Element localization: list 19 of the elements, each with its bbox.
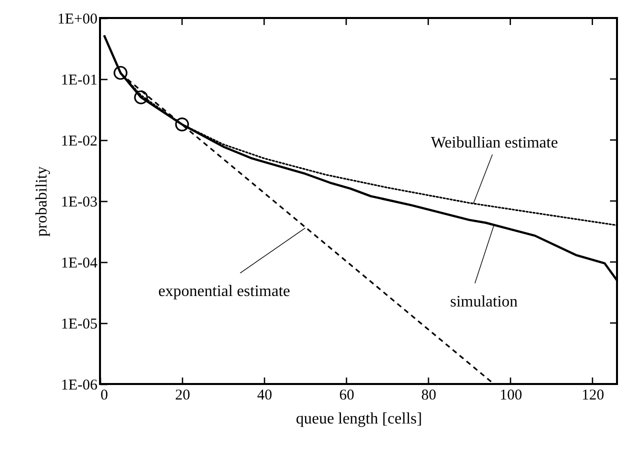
y-tick-label: 1E-04 [60, 256, 98, 272]
x-tick-label: 100 [500, 388, 522, 404]
x-tick-label: 20 [175, 388, 190, 404]
x-tick-label: 80 [421, 388, 436, 404]
x-tick-label: 0 [100, 388, 108, 404]
y-tick-label: 1E-02 [60, 134, 98, 150]
y-tick-label: 1E-06 [60, 378, 98, 394]
x-axis-title: queue length [cells] [296, 410, 422, 428]
annotation: exponential estimate [158, 283, 290, 300]
x-tick-label: 120 [582, 388, 604, 404]
y-tick-label: 1E-01 [60, 72, 98, 88]
x-tick-label: 40 [257, 388, 272, 404]
y-tick-label: 1E-05 [60, 316, 98, 332]
annotation: simulation [450, 293, 518, 310]
y-tick-label: 1E-03 [60, 194, 98, 210]
y-axis-title: probability [33, 166, 50, 237]
x-tick-label: 60 [339, 388, 354, 404]
annotation: Weibullian estimate [430, 134, 558, 152]
y-tick-label: 1E+00 [57, 12, 98, 28]
